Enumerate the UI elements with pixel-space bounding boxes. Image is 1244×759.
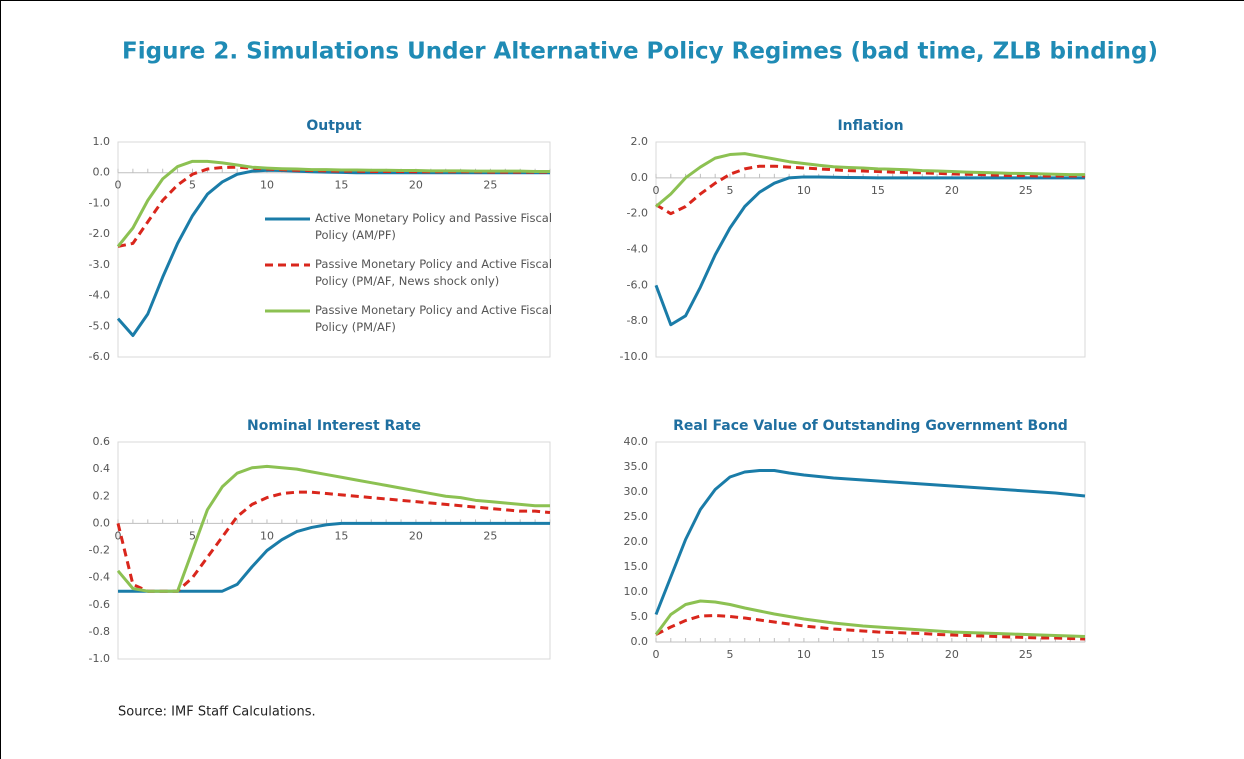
y-tick-label: -3.0 [89,258,110,271]
y-tick-label: 0.0 [93,516,111,529]
series-line [654,599,1086,638]
y-tick-label: 20.0 [624,535,649,548]
legend-entry: Passive Monetary Policy and Active Fisca… [315,257,553,288]
x-tick-label: 0 [653,648,660,661]
legend-entry: Active Monetary Policy and Passive Fisca… [315,211,553,242]
plot-area [117,441,551,660]
series-line [654,175,1085,327]
plot-area [117,141,551,358]
x-tick-label: 5 [189,529,196,542]
y-tick-label: 40.0 [624,435,649,448]
series-line [655,152,1085,208]
x-tick-label: 10 [260,179,274,192]
y-tick-label: -0.6 [89,598,110,611]
series-line [116,464,550,593]
x-tick-label: 20 [409,529,423,542]
y-tick-label: 35.0 [624,460,649,473]
y-tick-label: -0.4 [89,571,110,584]
y-tick-label: 0.0 [631,171,649,184]
x-tick-label: 25 [1019,648,1033,661]
y-tick-label: -1.0 [89,196,110,209]
y-tick-label: -0.8 [89,625,110,638]
x-tick-label: 5 [189,179,196,192]
x-tick-label: 0 [653,184,660,197]
plot-area [655,441,1086,643]
legend-label: Passive Monetary Policy and Active Fisca… [315,303,553,334]
x-tick-label: 0 [115,529,122,542]
y-tick-label: -1.0 [89,652,110,665]
series-line [654,469,1086,616]
y-tick-label: -2.0 [627,207,648,220]
x-tick-label: 0 [115,179,122,192]
x-tick-label: 10 [797,184,811,197]
x-tick-label: 5 [726,648,733,661]
y-tick-label: -4.0 [627,243,648,256]
y-tick-label: 0.4 [93,462,111,475]
x-tick-label: 10 [797,648,811,661]
chart-title: Output [306,118,362,134]
y-tick-label: 10.0 [624,585,649,598]
figure-title: Figure 2. Simulations Under Alternative … [122,39,1158,65]
chart-title: Nominal Interest Rate [247,418,421,434]
x-tick-label: 15 [871,184,885,197]
y-tick-label: 0.0 [93,166,111,179]
y-tick-label: -5.0 [89,319,110,332]
source-note: Source: IMF Staff Calculations. [118,705,316,720]
series-line [655,164,1085,216]
x-tick-label: 25 [1019,184,1033,197]
x-tick-label: 20 [409,179,423,192]
y-tick-label: 30.0 [624,485,649,498]
x-tick-label: 15 [871,648,885,661]
series-line [116,159,550,248]
y-tick-label: 0.0 [631,635,649,648]
legend-label: Passive Monetary Policy and Active Fisca… [315,257,553,288]
y-tick-label: -0.2 [89,544,110,557]
x-tick-label: 15 [334,179,348,192]
x-tick-label: 10 [260,529,274,542]
chart-title: Inflation [837,118,903,134]
x-tick-label: 25 [483,529,497,542]
y-tick-label: -2.0 [89,227,110,240]
y-tick-label: 0.2 [93,489,111,502]
y-tick-label: 0.6 [93,435,111,448]
y-tick-label: -6.0 [89,350,110,363]
x-tick-label: 25 [483,179,497,192]
chart-title: Real Face Value of Outstanding Governmen… [673,418,1068,434]
series-line [118,521,550,593]
legend-entry: Passive Monetary Policy and Active Fisca… [315,303,553,334]
y-tick-label: 15.0 [624,560,649,573]
x-tick-label: 20 [945,184,959,197]
y-tick-label: 5.0 [631,610,649,623]
x-tick-label: 5 [726,184,733,197]
legend-label: Active Monetary Policy and Passive Fisca… [315,211,553,242]
x-tick-label: 15 [334,529,348,542]
x-tick-label: 20 [945,648,959,661]
y-tick-label: -4.0 [89,289,110,302]
y-tick-label: -8.0 [627,314,648,327]
y-tick-label: -6.0 [627,278,648,291]
y-tick-label: 2.0 [631,135,649,148]
y-tick-label: 25.0 [624,510,649,523]
y-tick-label: -10.0 [620,350,648,363]
plot-area [655,141,1086,358]
y-tick-label: 1.0 [93,135,111,148]
